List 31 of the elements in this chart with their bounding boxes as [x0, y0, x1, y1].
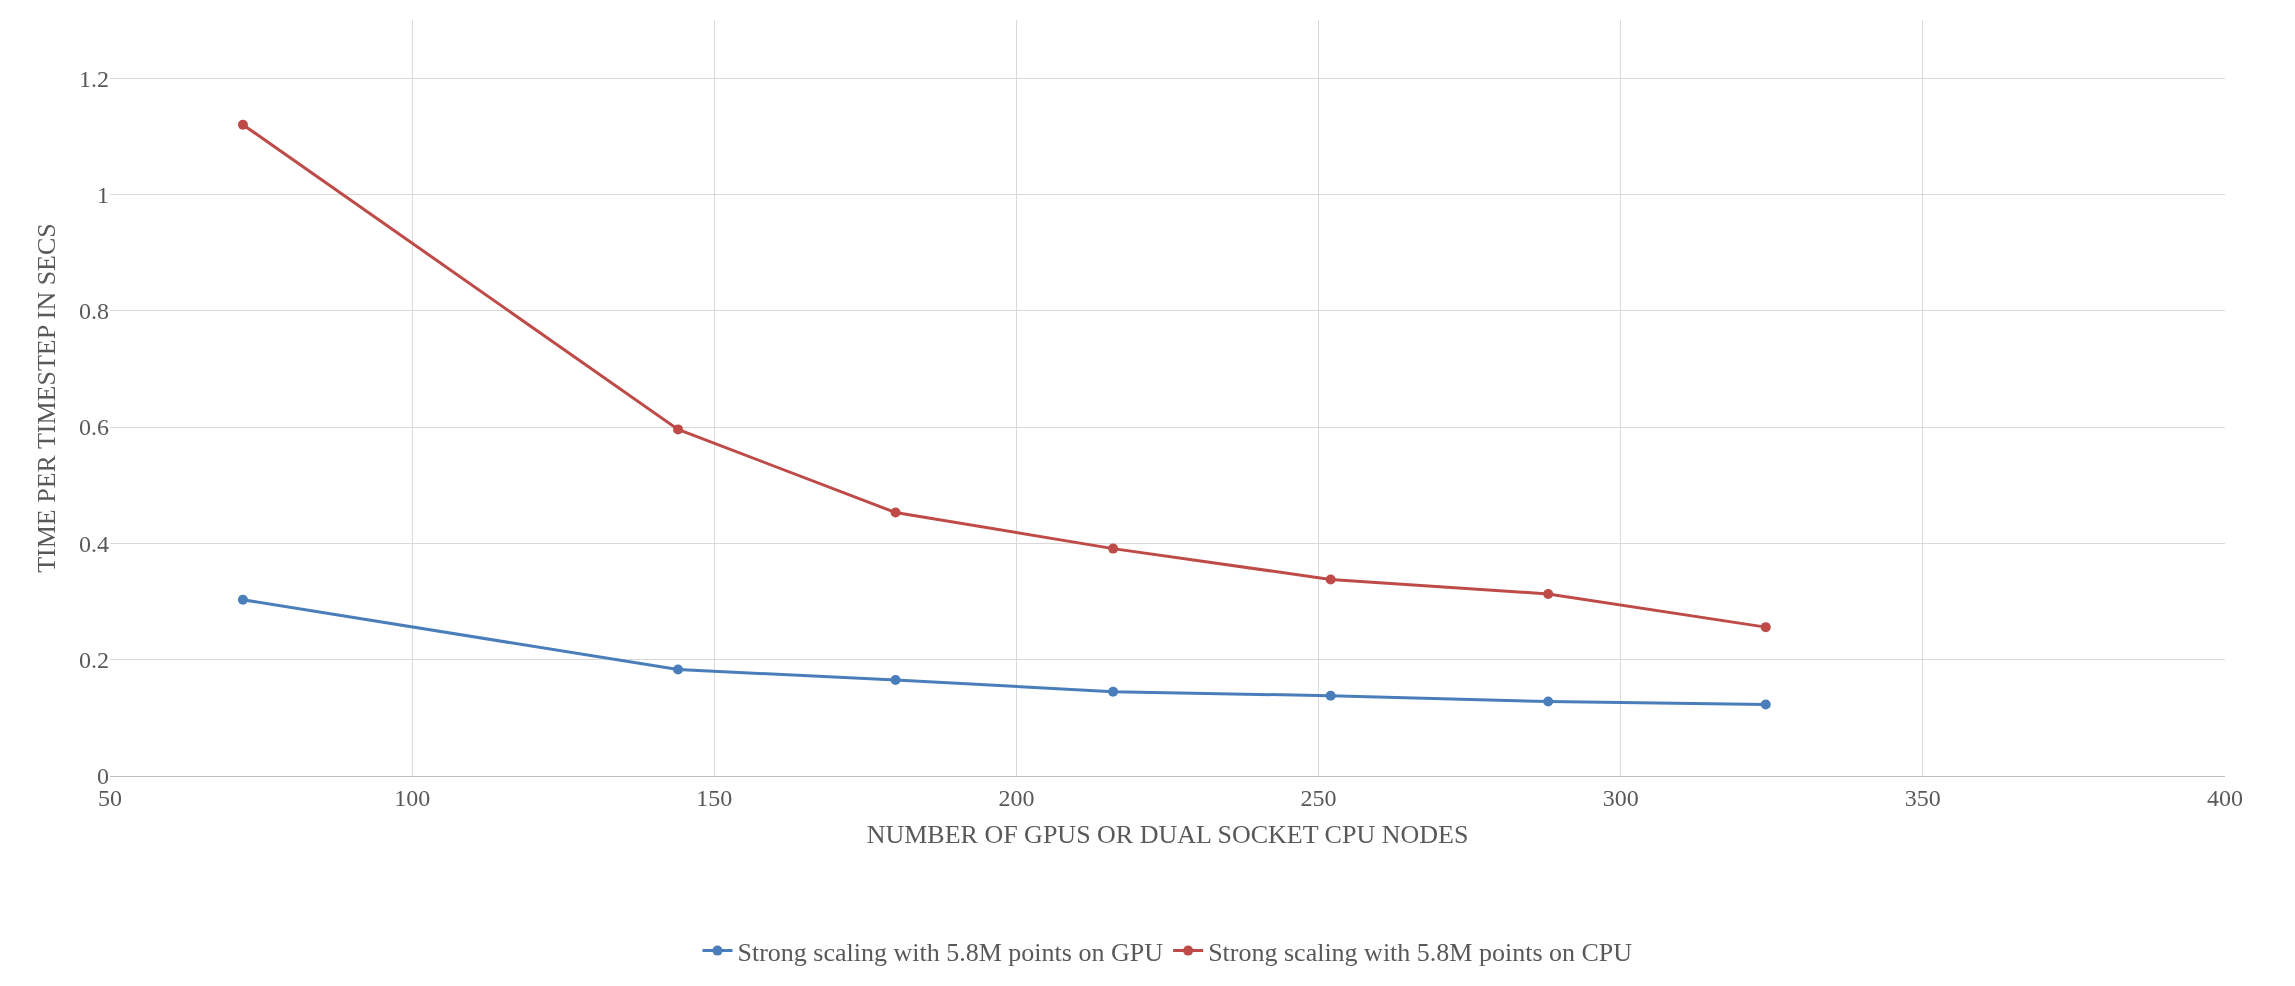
point — [890, 675, 901, 686]
x-tick-label: 100 — [394, 784, 431, 811]
point — [237, 119, 248, 130]
point — [1108, 686, 1119, 697]
point — [673, 424, 684, 435]
point — [1325, 574, 1336, 585]
legend-label: Strong scaling with 5.8M points on GPU — [737, 937, 1164, 967]
x-tick-label: 400 — [2207, 784, 2243, 811]
y-tick-label: 0.2 — [79, 647, 109, 674]
point — [237, 594, 248, 605]
x-tick-label: 150 — [696, 784, 733, 811]
x-tick-label: 300 — [1602, 784, 1639, 811]
point — [1325, 690, 1336, 701]
y-tick-label: 0.6 — [79, 414, 109, 441]
x-tick-label: 350 — [1904, 784, 1941, 811]
point — [1760, 699, 1771, 710]
point — [1760, 622, 1771, 633]
y-tick-label: 1.2 — [79, 65, 109, 92]
y-axis-title: TIME PER TIMESTEP IN SECS — [32, 223, 62, 573]
point — [1543, 696, 1554, 707]
point — [1543, 588, 1554, 599]
x-tick-label: 250 — [1300, 784, 1337, 811]
x-tick-label: 200 — [998, 784, 1035, 811]
point — [1108, 543, 1119, 554]
y-tick-label: 0.8 — [79, 298, 109, 325]
legend-label: Strong scaling with 5.8M points on CPU — [1208, 937, 1633, 967]
point — [673, 664, 684, 675]
y-tick-label: 0.4 — [79, 530, 109, 557]
x-axis-title: NUMBER OF GPUS OR DUAL SOCKET CPU NODES — [866, 820, 1469, 850]
y-tick-label: 1 — [97, 181, 109, 208]
point — [890, 507, 901, 518]
